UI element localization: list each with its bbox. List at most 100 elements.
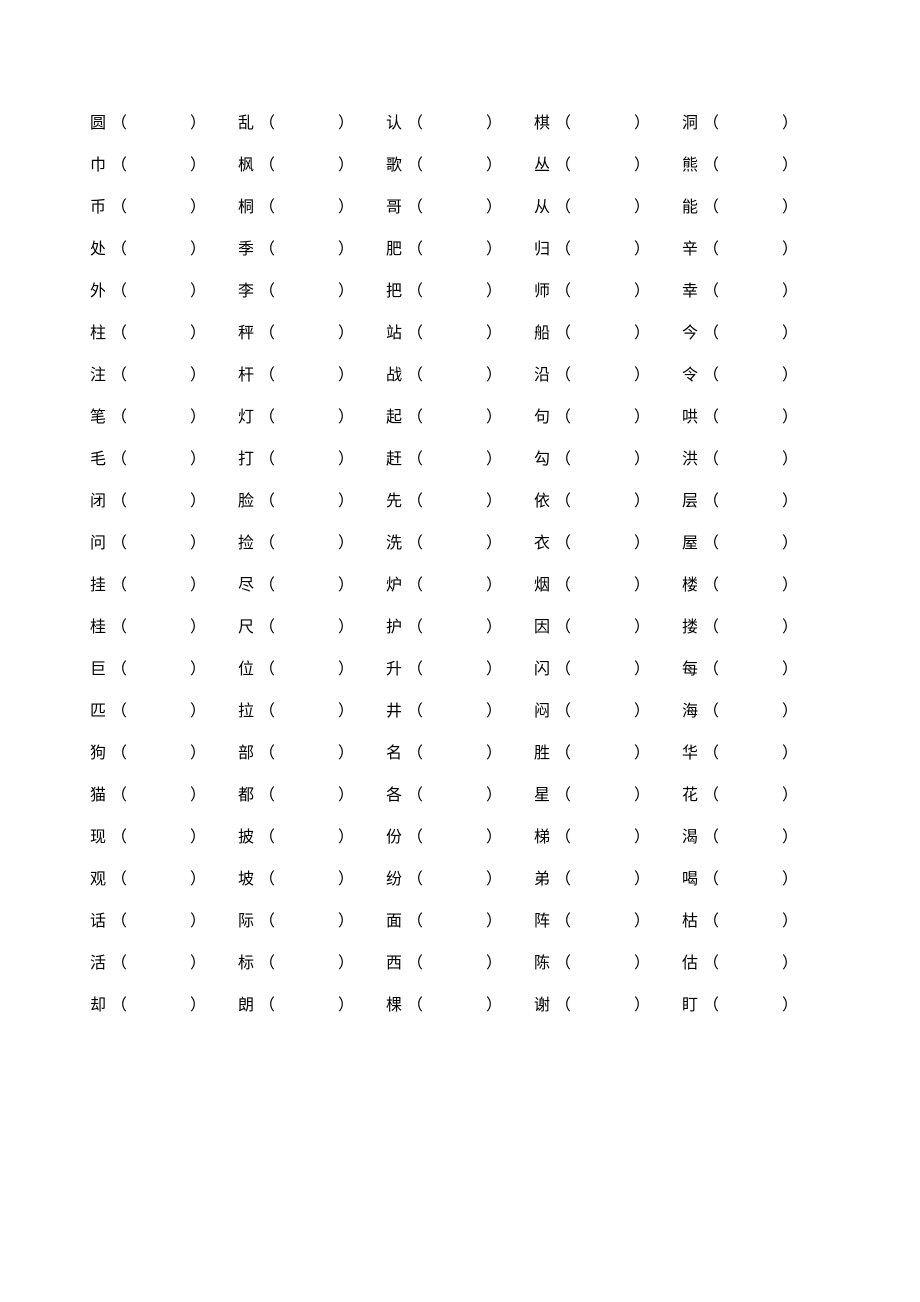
paren-close: ） <box>782 907 799 931</box>
paren-open: （ <box>703 781 720 805</box>
paren-open: （ <box>555 403 572 427</box>
paren-open: （ <box>111 991 128 1015</box>
paren-open: （ <box>555 823 572 847</box>
character-cell: 位（） <box>238 655 386 679</box>
paren-close: ） <box>190 949 207 973</box>
paren-close: ） <box>190 613 207 637</box>
paren-close: ） <box>486 613 503 637</box>
paren-open: （ <box>259 781 276 805</box>
character-cell: 拉（） <box>238 697 386 721</box>
character-cell: 升（） <box>386 655 534 679</box>
paren-open: （ <box>111 613 128 637</box>
chinese-character: 桐 <box>238 193 256 217</box>
chinese-character: 勾 <box>534 445 552 469</box>
paren-close: ） <box>634 151 651 175</box>
chinese-character: 都 <box>238 781 256 805</box>
paren-close: ） <box>190 907 207 931</box>
paren-open: （ <box>555 865 572 889</box>
paren-close: ） <box>338 487 355 511</box>
chinese-character: 从 <box>534 193 552 217</box>
character-cell: 匹（） <box>90 697 238 721</box>
chinese-character: 肥 <box>386 235 404 259</box>
paren-close: ） <box>486 445 503 469</box>
character-cell: 盯（） <box>682 991 830 1015</box>
paren-open: （ <box>555 655 572 679</box>
chinese-character: 标 <box>238 949 256 973</box>
chinese-character: 赶 <box>386 445 404 469</box>
character-cell: 份（） <box>386 823 534 847</box>
chinese-character: 匹 <box>90 697 108 721</box>
chinese-character: 棵 <box>386 991 404 1015</box>
chinese-character: 洪 <box>682 445 700 469</box>
chinese-character: 巨 <box>90 655 108 679</box>
paren-open: （ <box>259 109 276 133</box>
chinese-character: 部 <box>238 739 256 763</box>
character-cell: 圆（） <box>90 109 238 133</box>
chinese-character: 闭 <box>90 487 108 511</box>
character-cell: 却（） <box>90 991 238 1015</box>
character-cell: 猫（） <box>90 781 238 805</box>
table-row: 处（）季（）肥（）归（）辛（） <box>90 226 830 268</box>
paren-close: ） <box>486 865 503 889</box>
paren-open: （ <box>703 571 720 595</box>
character-cell: 搂（） <box>682 613 830 637</box>
chinese-character: 问 <box>90 529 108 553</box>
character-cell: 洞（） <box>682 109 830 133</box>
character-cell: 注（） <box>90 361 238 385</box>
chinese-character: 闷 <box>534 697 552 721</box>
character-cell: 打（） <box>238 445 386 469</box>
paren-open: （ <box>111 823 128 847</box>
paren-open: （ <box>259 319 276 343</box>
chinese-character: 现 <box>90 823 108 847</box>
paren-open: （ <box>259 571 276 595</box>
paren-close: ） <box>190 991 207 1015</box>
character-cell: 先（） <box>386 487 534 511</box>
paren-close: ） <box>782 949 799 973</box>
chinese-character: 际 <box>238 907 256 931</box>
paren-close: ） <box>634 991 651 1015</box>
paren-open: （ <box>259 193 276 217</box>
paren-close: ） <box>782 823 799 847</box>
paren-open: （ <box>703 823 720 847</box>
character-cell: 巨（） <box>90 655 238 679</box>
paren-close: ） <box>634 739 651 763</box>
paren-close: ） <box>634 403 651 427</box>
paren-open: （ <box>111 949 128 973</box>
paren-close: ） <box>782 865 799 889</box>
character-worksheet-table: 圆（）乱（）认（）棋（）洞（）巾（）枫（）歌（）丛（）熊（）币（）桐（）哥（）从… <box>90 100 830 1024</box>
chinese-character: 尺 <box>238 613 256 637</box>
character-cell: 胜（） <box>534 739 682 763</box>
character-cell: 洗（） <box>386 529 534 553</box>
paren-close: ） <box>190 739 207 763</box>
chinese-character: 渴 <box>682 823 700 847</box>
paren-close: ） <box>338 193 355 217</box>
character-cell: 井（） <box>386 697 534 721</box>
paren-close: ） <box>782 151 799 175</box>
paren-close: ） <box>190 277 207 301</box>
chinese-character: 歌 <box>386 151 404 175</box>
paren-close: ） <box>338 823 355 847</box>
paren-open: （ <box>259 613 276 637</box>
paren-open: （ <box>407 319 424 343</box>
paren-close: ） <box>782 613 799 637</box>
character-cell: 坡（） <box>238 865 386 889</box>
chinese-character: 拉 <box>238 697 256 721</box>
paren-open: （ <box>111 109 128 133</box>
paren-close: ） <box>782 991 799 1015</box>
paren-open: （ <box>259 361 276 385</box>
paren-close: ） <box>338 319 355 343</box>
table-row: 闭（）脸（）先（）依（）层（） <box>90 478 830 520</box>
chinese-character: 每 <box>682 655 700 679</box>
character-cell: 炉（） <box>386 571 534 595</box>
paren-close: ） <box>782 781 799 805</box>
paren-open: （ <box>407 109 424 133</box>
paren-close: ） <box>190 487 207 511</box>
character-cell: 依（） <box>534 487 682 511</box>
paren-open: （ <box>407 949 424 973</box>
chinese-character: 认 <box>386 109 404 133</box>
paren-open: （ <box>407 991 424 1015</box>
chinese-character: 杆 <box>238 361 256 385</box>
chinese-character: 能 <box>682 193 700 217</box>
paren-close: ） <box>486 487 503 511</box>
character-cell: 都（） <box>238 781 386 805</box>
